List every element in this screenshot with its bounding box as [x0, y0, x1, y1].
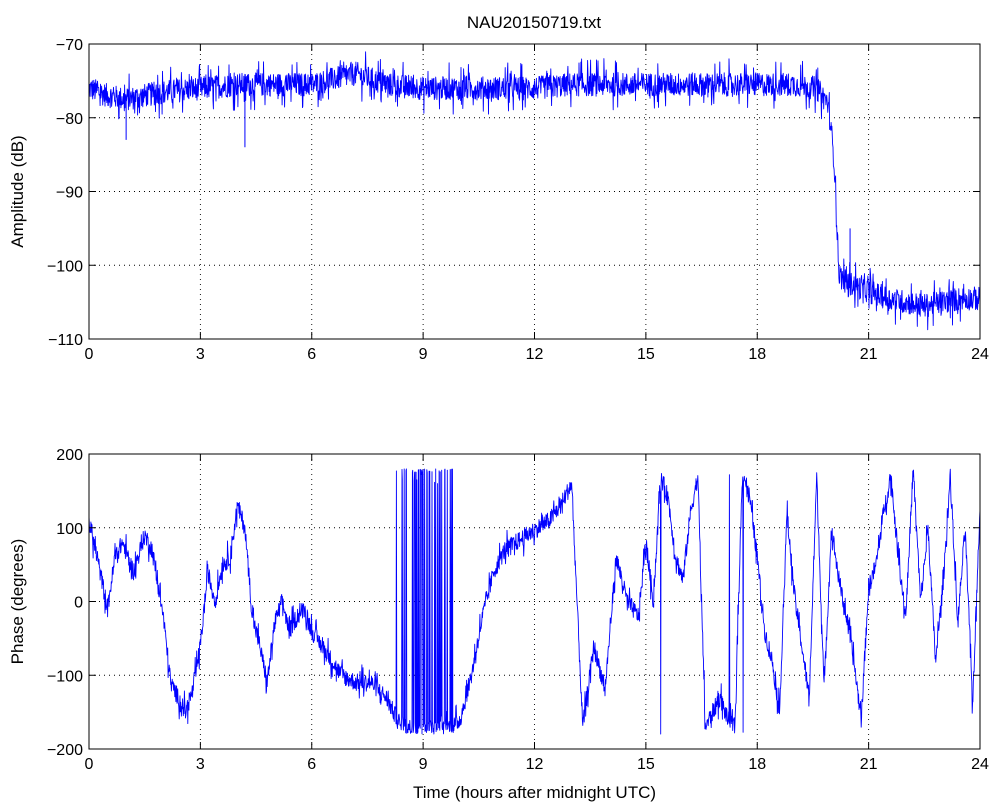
amplitude-xtick-label: 0	[85, 346, 94, 363]
phase-xtick-label: 18	[748, 756, 766, 773]
amplitude-xtick-label: 9	[419, 346, 428, 363]
phase-ytick-label: −100	[47, 668, 83, 685]
phase-xtick-label: 12	[526, 756, 544, 773]
phase-ylabel: Phase (degrees)	[8, 539, 27, 665]
phase-xlabel: Time (hours after midnight UTC)	[413, 783, 656, 802]
phase-xtick-label: 21	[860, 756, 878, 773]
phase-xtick-label: 9	[419, 756, 428, 773]
amplitude-xtick-label: 21	[860, 346, 878, 363]
chart-title: NAU20150719.txt	[467, 13, 601, 32]
phase-xtick-label: 24	[971, 756, 989, 773]
amplitude-ytick-label: −110	[48, 332, 83, 349]
phase-series-line	[88, 468, 981, 735]
phase-ytick-label: −200	[47, 742, 83, 759]
amplitude-ytick-label: −70	[56, 37, 83, 54]
amplitude-panel: 0 3 6 9 12 15 18 21 24 −110 −100 −90 −80 −70 Amplitude…	[8, 37, 989, 363]
amplitude-ytick-label: −90	[56, 185, 83, 202]
amplitude-xtick-label: 6	[307, 346, 316, 363]
phase-xtick-label: 0	[85, 756, 94, 773]
amplitude-xtick-label: 15	[637, 346, 655, 363]
phase-ytick-label: 0	[74, 595, 83, 612]
phase-xtick-label: 6	[307, 756, 316, 773]
amplitude-ytick-label: −80	[56, 111, 83, 128]
phase-ytick-label: 100	[56, 521, 83, 538]
amplitude-ytick-label: −100	[47, 258, 83, 275]
amplitude-xtick-label: 18	[748, 346, 766, 363]
amplitude-ylabel: Amplitude (dB)	[8, 135, 27, 247]
phase-ytick-label: 200	[56, 447, 83, 464]
amplitude-xtick-label: 12	[526, 346, 544, 363]
phase-xtick-label: 3	[196, 756, 205, 773]
amplitude-xtick-label: 24	[971, 346, 989, 363]
amplitude-xtick-label: 3	[196, 346, 205, 363]
phase-xtick-label: 15	[637, 756, 655, 773]
amplitude-series-line	[88, 51, 981, 331]
phase-panel: 0 3 6 9 12 15 18 21 24 −200 −100 0 100 200 Phase (degr…	[8, 447, 989, 802]
